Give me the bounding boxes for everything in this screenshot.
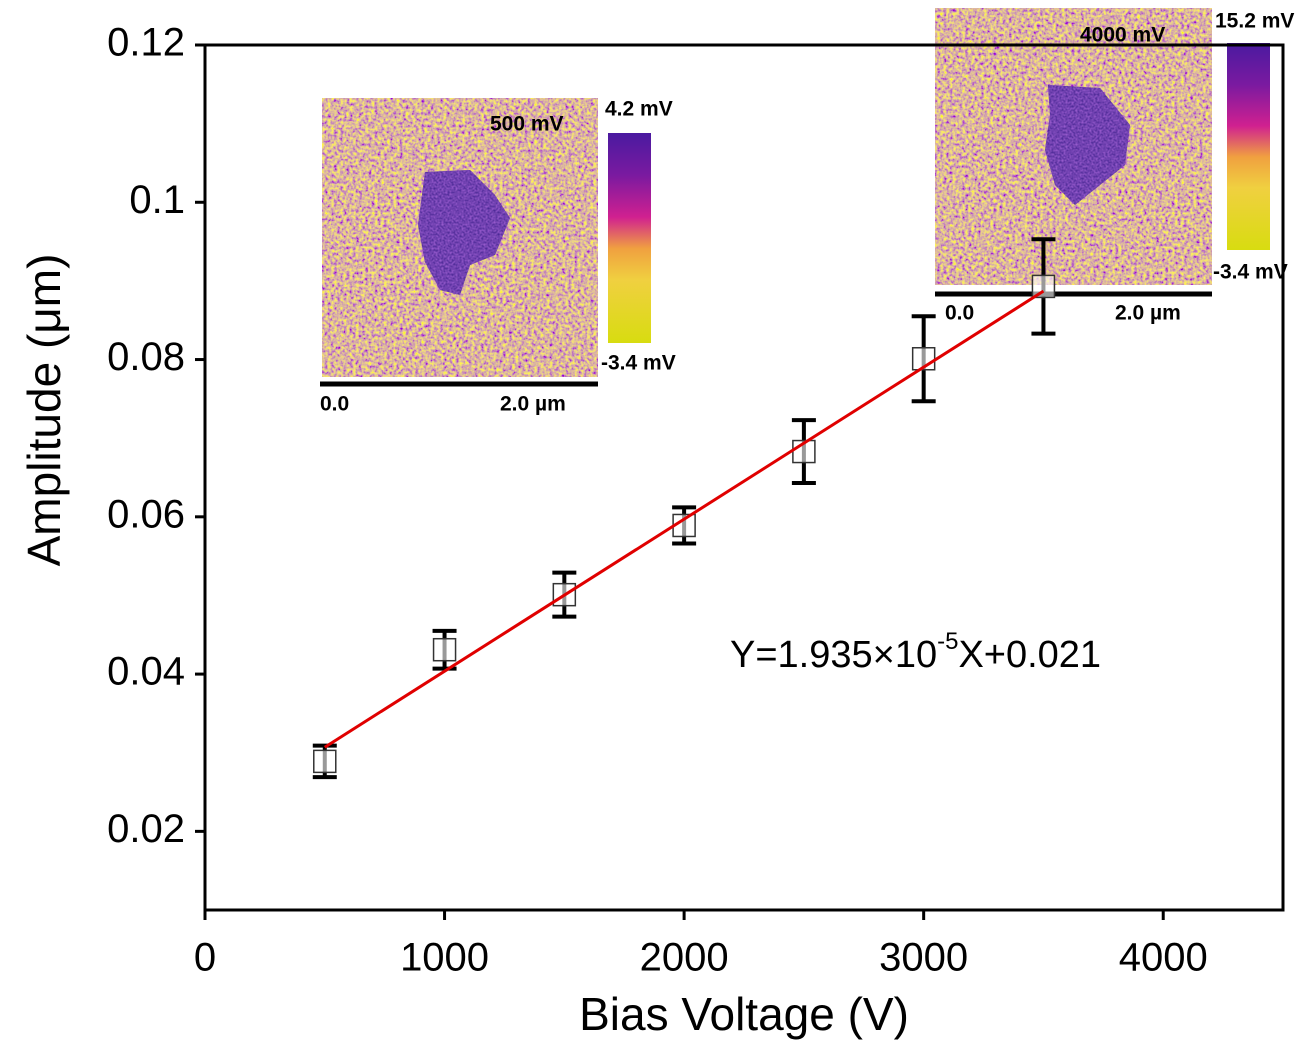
- inset-image: [935, 8, 1270, 297]
- fit-line: [323, 289, 1045, 749]
- colorbar-min: -3.4 mV: [1213, 261, 1288, 284]
- x-tick-label: 3000: [879, 936, 968, 980]
- y-tick-label: 0.12: [107, 21, 185, 65]
- colorbar-max: 15.2 mV: [1215, 10, 1294, 33]
- data-point: [313, 749, 337, 774]
- colorbar-min: -3.4 mV: [601, 352, 676, 375]
- y-tick-label: 0.04: [107, 650, 185, 694]
- x-axis-title: Bias Voltage (V): [579, 988, 909, 1040]
- data-point: [1031, 274, 1056, 299]
- y-tick-label: 0.06: [107, 492, 185, 536]
- y-tick-label: 0.08: [107, 335, 185, 379]
- x-tick-label: 2000: [640, 936, 729, 980]
- fit-equation: Y=1.935×10-5X+0.021: [730, 628, 1101, 676]
- equation-tail: X+0.021: [958, 634, 1101, 676]
- y-axis-title: Amplitude (μm): [18, 254, 70, 567]
- scale-start: 0.0: [945, 302, 974, 325]
- y-tick-label: 0.02: [107, 807, 185, 851]
- inset-title: 4000 mV: [1080, 24, 1165, 47]
- x-tick-label: 0: [194, 936, 216, 980]
- x-tick-label: 1000: [400, 936, 489, 980]
- inset-image: [320, 98, 651, 387]
- data-point: [432, 637, 457, 662]
- scale-start: 0.0: [320, 393, 349, 416]
- y-tick-label: 0.1: [129, 178, 185, 222]
- colorbar-max: 4.2 mV: [605, 98, 673, 121]
- scale-end: 2.0 µm: [500, 393, 566, 416]
- inset-title: 500 mV: [490, 113, 564, 136]
- plot-frame: [203, 43, 1285, 912]
- x-tick-label: 4000: [1119, 936, 1208, 980]
- equation-superscript: -5: [937, 628, 958, 655]
- scale-end: 2.0 µm: [1115, 302, 1181, 325]
- equation-text: Y=1.935×10: [730, 634, 937, 676]
